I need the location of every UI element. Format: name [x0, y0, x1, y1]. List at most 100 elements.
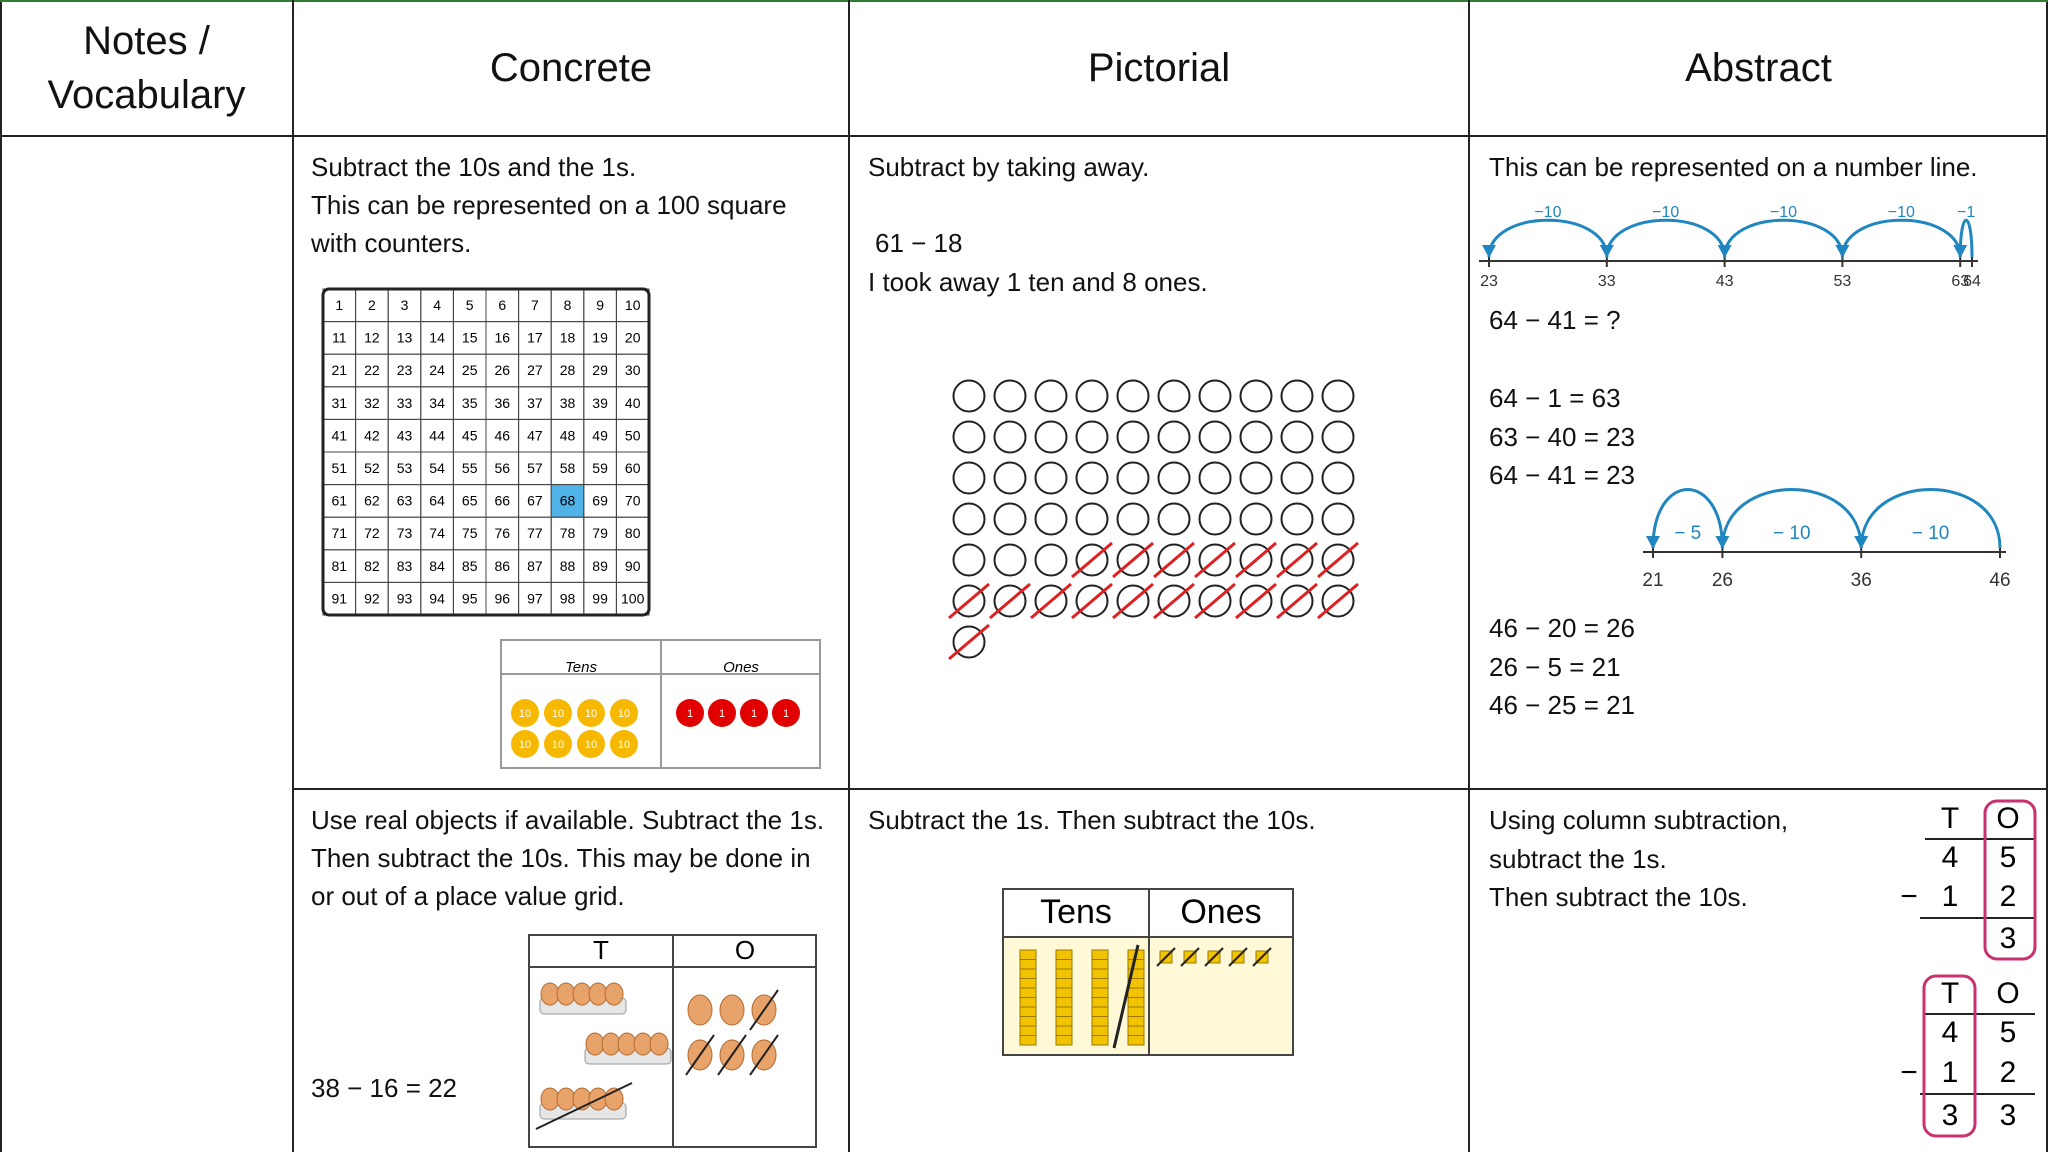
- square-number: 70: [625, 493, 641, 509]
- cross-out: [1276, 582, 1318, 620]
- square-number: 75: [462, 525, 478, 541]
- square-number: 40: [625, 395, 641, 411]
- counter-circle: [1280, 502, 1314, 536]
- cross-out: [989, 582, 1031, 620]
- square-number: 10: [625, 297, 641, 313]
- counter-circle: [1239, 379, 1273, 413]
- instruction-text: Subtract by taking away.: [868, 152, 1150, 182]
- column-digit: −: [1900, 1056, 1918, 1089]
- counter-label: 1: [751, 708, 757, 720]
- square-number: 49: [592, 427, 608, 443]
- cross-out: [1317, 541, 1359, 579]
- counter-label: 10: [552, 708, 564, 720]
- square-number: 86: [495, 558, 511, 574]
- square-number: 50: [625, 427, 641, 443]
- column-digit: O: [1996, 802, 2019, 835]
- square-number: 29: [592, 362, 608, 378]
- square-number: 94: [429, 590, 445, 606]
- square-number: 45: [462, 427, 478, 443]
- square-number: 83: [397, 558, 413, 574]
- cross-out: [948, 582, 990, 620]
- jump-arc: [1723, 218, 1844, 258]
- counter-circle: [1198, 502, 1232, 536]
- jump-arc: [1958, 219, 1974, 258]
- counter-circle: [952, 584, 986, 618]
- counter-circle: [1157, 502, 1191, 536]
- counter-circle: [1198, 584, 1232, 618]
- square-number: 3: [401, 297, 409, 313]
- counter-circle: [1321, 420, 1355, 454]
- grid-header: T: [593, 935, 609, 965]
- grid-header: O: [735, 935, 755, 965]
- counter-circle: [1280, 420, 1314, 454]
- tick-label: 36: [1851, 570, 1872, 591]
- counter-circle: [1157, 379, 1191, 413]
- counter-circle: [1075, 502, 1109, 536]
- cross-out: [1071, 582, 1113, 620]
- arrow-head: [1854, 536, 1869, 549]
- counter-circle: [993, 584, 1027, 618]
- square-number: 80: [625, 525, 641, 541]
- counter-circle: [1075, 461, 1109, 495]
- instruction-text: Use real objects if available. Subtract …: [311, 805, 825, 911]
- egg: [572, 982, 592, 1006]
- square-number: 57: [527, 460, 543, 476]
- counter-circle: [993, 461, 1027, 495]
- square-number: 76: [495, 525, 511, 541]
- tens-counter: [511, 699, 539, 727]
- cross-out: [1112, 944, 1140, 1049]
- square-number: 71: [332, 525, 348, 541]
- square-number: 79: [592, 525, 608, 541]
- jump-arc: [1651, 488, 1724, 549]
- counter-circle: [1034, 502, 1068, 536]
- column-digit: 2: [2000, 1056, 2017, 1089]
- column-digit: 3: [1942, 1099, 1959, 1132]
- column-digit: 1: [1942, 880, 1959, 913]
- square-number: 23: [397, 362, 413, 378]
- counter-circle: [1321, 584, 1355, 618]
- square-number: 37: [527, 395, 543, 411]
- column-digit: 4: [1942, 841, 1959, 874]
- jump-arc: [1720, 488, 1863, 549]
- counter-circle: [1198, 420, 1232, 454]
- square-number: 91: [332, 590, 348, 606]
- tens-counter: [511, 730, 539, 758]
- equation: 46 − 20 = 26: [1489, 613, 1636, 643]
- square-number: 9: [596, 297, 604, 313]
- jump-label: −1: [1957, 204, 1975, 221]
- square-number: 81: [332, 558, 348, 574]
- counter-circle: [1034, 543, 1068, 577]
- highlight-box: [1922, 974, 1977, 1138]
- counter-circle: [1116, 502, 1150, 536]
- tens-counter: [577, 730, 605, 758]
- square-number: 34: [429, 395, 445, 411]
- cross-out: [1180, 947, 1200, 967]
- cross-out: [1153, 541, 1195, 579]
- arrow-head: [1599, 245, 1614, 258]
- counter-label: 10: [618, 708, 630, 720]
- egg: [633, 1032, 653, 1056]
- square-number: 59: [592, 460, 608, 476]
- square-number: 63: [397, 493, 413, 509]
- counter-circle: [1198, 543, 1232, 577]
- egg: [649, 1032, 669, 1056]
- counter-circle: [1198, 379, 1232, 413]
- ones-counter: [676, 699, 704, 727]
- cross-out: [749, 1034, 779, 1076]
- tens-counter: [544, 699, 572, 727]
- cross-out: [535, 1082, 633, 1130]
- counter-circle: [1075, 379, 1109, 413]
- instruction-text: Subtract the 10s and the 1s.: [311, 152, 637, 182]
- square-number: 95: [462, 590, 478, 606]
- square-number: 17: [527, 330, 543, 346]
- counter-circle: [1239, 584, 1273, 618]
- square-number: 51: [332, 460, 348, 476]
- jump-arc: [1840, 218, 1962, 258]
- square-number: 98: [560, 590, 576, 606]
- square-number: 28: [560, 362, 576, 378]
- jump-label: − 10: [1773, 523, 1811, 544]
- square-number: 39: [592, 395, 608, 411]
- square-number: 13: [397, 330, 413, 346]
- jump-label: −10: [1888, 204, 1915, 221]
- cross-out: [1276, 541, 1318, 579]
